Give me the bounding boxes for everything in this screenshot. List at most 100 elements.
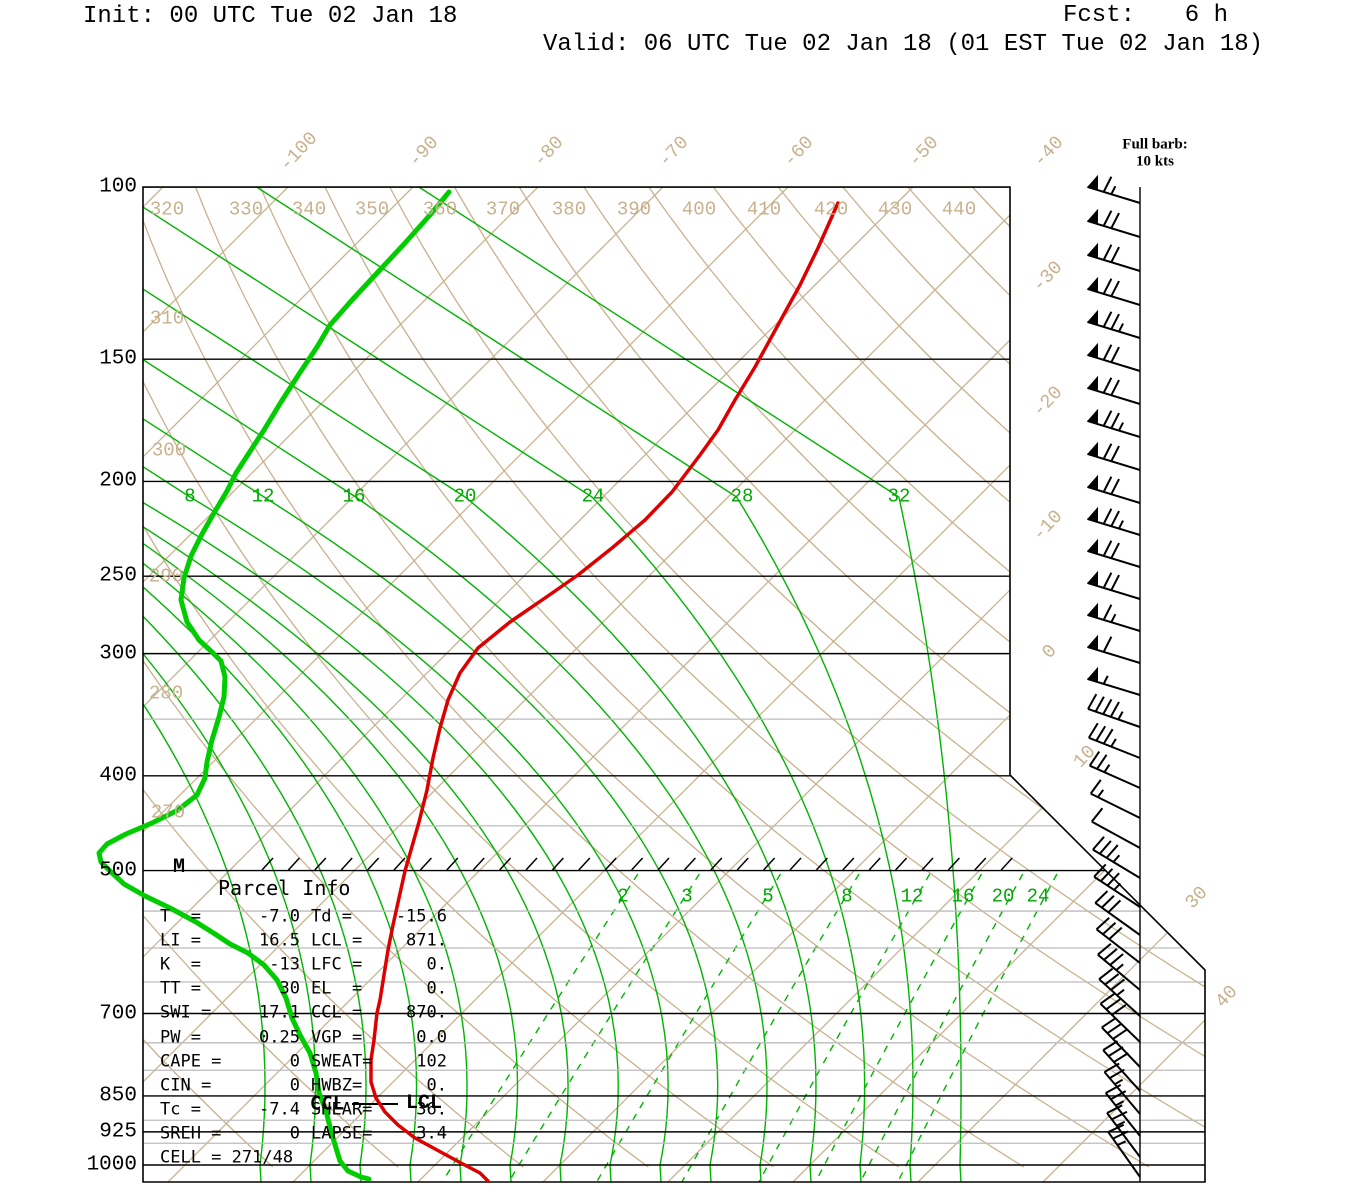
dry-adiabat-label: 370 [485,198,521,221]
dry-adiabat-label: 400 [681,198,717,221]
dewpoint-profile [96,189,452,1182]
moist-adiabat-label: 24 [581,485,605,508]
moist-adiabat-line [143,187,619,1182]
parcel-info-value: 16.5 [259,930,300,951]
parcel-info-label: LFC = [311,954,363,975]
parcel-info-value: 870. [406,1002,447,1023]
parcel-info-label: HWBZ= [311,1075,363,1096]
parcel-info-label: TT = [160,978,201,999]
mixing-ratio-label: 8 [841,885,853,908]
dry-adiabat-label: 340 [291,198,327,221]
dry-adiabat-label: 290 [148,565,184,588]
dry-adiabat-line [777,187,1205,1168]
parcel-info-value: 0.0 [416,1027,447,1047]
isotherm-line [143,187,164,1182]
parcel-info-label: T = [160,906,201,927]
isotherm-line [917,187,1205,1182]
dry-adiabat-line [143,187,649,1168]
fcst-label: Fcst: [1063,2,1136,29]
mixing-ratio-line [508,873,700,1182]
dry-adiabat-line [971,187,1205,1168]
field-lines [143,187,1205,1182]
plot-outline [142,186,1206,1183]
mixing-ratio-label: 12 [900,885,924,908]
dry-adiabat-line [143,187,399,1168]
parcel-info-title: Parcel Info [218,876,351,900]
parcel-info-label: K = [160,954,201,975]
isotherm-line [143,187,289,1182]
pressure-axis-label: 925 [99,1120,137,1144]
valid-title: Valid: 06 UTC Tue 02 Jan 18 (01 EST Tue … [542,31,1264,58]
parcel-info-value: 0. [426,954,447,975]
pressure-axis-label: 700 [99,1002,137,1025]
dry-adiabat-label: 390 [616,198,652,221]
mixing-ratio-line [758,873,931,1182]
isotherm-line [417,187,1205,1182]
parcel-info-value: 0 [289,1051,300,1072]
dry-adiabat-label: 440 [941,198,977,221]
parcel-info-label: VGP = [311,1027,363,1047]
parcel-info-label: Tc = [160,1099,201,1120]
moist-adiabat-label: 28 [730,485,754,508]
parcel-info-value: 0. [426,1075,447,1096]
isotherm-line [1042,187,1205,1182]
mixing-ratio-label: 5 [762,885,774,908]
parcel-info-value: 102 [416,1051,447,1072]
pressure-axis-label: 850 [99,1084,137,1108]
isotherm-line [143,187,539,1182]
dry-adiabat-label: 280 [148,682,184,705]
parcel-info-label: LCL = [311,930,363,951]
parcel-info-label: Td = [311,906,352,927]
isotherm-line [143,187,664,1182]
parcel-info-value: -7.0 [259,906,300,927]
hatch-ticks-500 [261,857,1013,871]
parcel-info-label: CAPE = [160,1051,222,1072]
mixing-ratio-label: 24 [1026,885,1050,908]
parcel-info-label: SWI = [160,1002,212,1023]
dry-adiabat-line [143,187,900,1168]
dry-adiabat-label: 270 [150,801,186,824]
init-title: Init: 00 UTC Tue 02 Jan 18 [83,3,458,30]
ccl-marker: CCL [309,1092,345,1115]
isotherm-line [143,187,914,1182]
isotherm-line [143,187,1039,1182]
isotherm-line [143,187,789,1182]
dry-adiabat-label: 300 [151,439,187,462]
isotherm-line [143,187,414,1182]
parcel-info-value: 871. [406,930,447,951]
parcel-info-label: LAPSE= [311,1123,373,1144]
dry-adiabat-label: 320 [149,198,185,221]
parcel-info-value: 0 [289,1123,300,1144]
parcel-info-value: 36. [416,1099,447,1120]
mixing-ratio-line [595,873,782,1182]
parcel-info-value: 0.25 [259,1027,300,1047]
mixing-ratio-label: 16 [951,885,975,908]
pressure-axis-label: 200 [99,469,137,493]
parcel-info-label: SWEAT= [311,1051,373,1072]
mixing-ratio-line [441,873,639,1182]
moist-adiabat-label: 32 [887,485,911,508]
dry-adiabat-label: 430 [877,198,913,221]
moist-adiabat-label: 20 [453,485,477,508]
lcl-marker: LCL [405,1092,443,1115]
dry-adiabat-line [389,187,1205,1168]
parcel-info-value: -15.6 [395,906,447,927]
parcel-info-label: LI = [160,930,201,951]
mixing-ratio-line [814,873,983,1182]
parcel-info-label: SREH = [160,1123,222,1144]
mixing-ratio-line [897,873,1058,1182]
pressure-axis-label: 400 [99,764,137,788]
dry-adiabat-label: 310 [149,307,185,330]
parcel-info-value: 3.4 [416,1123,447,1144]
dry-adiabat-line [259,187,1205,1168]
moist-adiabat-line [418,187,962,1182]
parcel-info-label: CCL = [311,1002,363,1023]
dry-adiabat-line [453,187,1205,1168]
dry-adiabat-line [143,187,524,1168]
parcel-info-value: -7.4 [259,1099,300,1120]
parcel-info-label: CELL = 271/48 [160,1147,294,1168]
pressure-axis-label: 150 [99,347,137,371]
dry-adiabat-label: 350 [354,198,390,221]
barb-legend-line2: 10 kts [1136,153,1174,170]
